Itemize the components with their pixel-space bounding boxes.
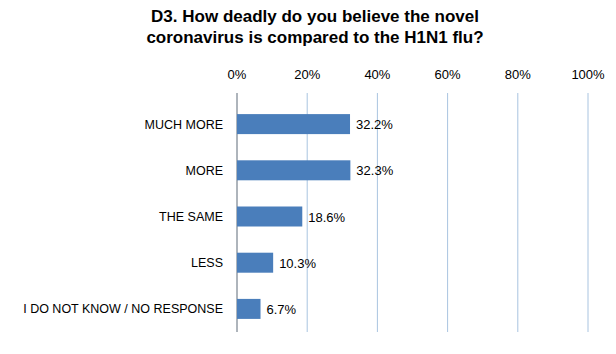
tick-label: 0%	[228, 67, 247, 82]
chart: 0% 20% 40% 60% 80% 100% MUCH MORE 32.2% MORE 32.3…	[0, 0, 616, 354]
data-label: 32.3%	[356, 163, 393, 178]
grid-line	[588, 93, 589, 332]
category-label: MORE	[186, 164, 224, 178]
data-label: 18.6%	[308, 210, 345, 225]
bar	[237, 160, 350, 180]
grid-line	[517, 93, 518, 332]
data-label: 10.3%	[279, 256, 316, 271]
tick-label: 20%	[294, 67, 320, 82]
data-label: 32.2%	[356, 117, 393, 132]
tick-label: 100%	[571, 67, 605, 82]
tick-label: 80%	[505, 67, 531, 82]
category-label: LESS	[191, 256, 223, 270]
tick-label: 60%	[435, 67, 461, 82]
category-label: MUCH MORE	[145, 118, 223, 132]
bar	[237, 253, 273, 273]
grid-line	[447, 93, 448, 332]
category-label: THE SAME	[159, 210, 223, 224]
category-label: I DO NOT KNOW / NO RESPONSE	[23, 302, 223, 316]
bars	[237, 114, 350, 319]
title: D3. How deadly do you believe the novel …	[120, 6, 510, 48]
bar	[237, 207, 302, 227]
tick-label: 40%	[364, 67, 390, 82]
bar	[237, 114, 350, 134]
bar	[237, 299, 261, 319]
data-label: 6.7%	[267, 302, 297, 317]
